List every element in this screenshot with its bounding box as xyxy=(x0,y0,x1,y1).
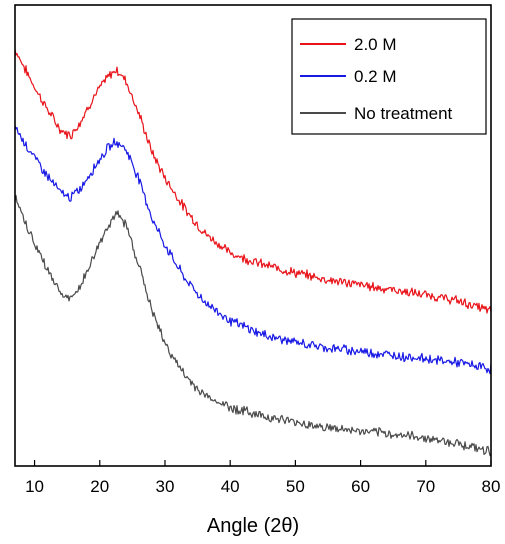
legend: 2.0 M 0.2 M No treatment xyxy=(291,18,487,135)
x-tick-label-3: 40 xyxy=(221,477,240,496)
legend-label-0: 2.0 M xyxy=(354,35,397,54)
x-tick-label-5: 60 xyxy=(351,477,370,496)
series-line-2 xyxy=(14,194,492,457)
x-axis-title: Angle (2θ) xyxy=(207,515,299,537)
x-axis-ticks: 10 20 30 40 50 60 70 80 xyxy=(25,460,500,496)
series-layer xyxy=(14,48,492,457)
x-tick-label-0: 10 xyxy=(25,477,44,496)
series-line-1 xyxy=(14,125,492,375)
legend-label-2: No treatment xyxy=(354,104,453,123)
x-tick-label-7: 80 xyxy=(482,477,501,496)
series-line-0 xyxy=(14,48,492,314)
x-tick-label-2: 30 xyxy=(156,477,175,496)
x-tick-label-4: 50 xyxy=(286,477,305,496)
legend-label-1: 0.2 M xyxy=(354,67,397,86)
x-tick-label-1: 20 xyxy=(90,477,109,496)
x-tick-label-6: 70 xyxy=(416,477,435,496)
plot-frame xyxy=(14,4,492,467)
